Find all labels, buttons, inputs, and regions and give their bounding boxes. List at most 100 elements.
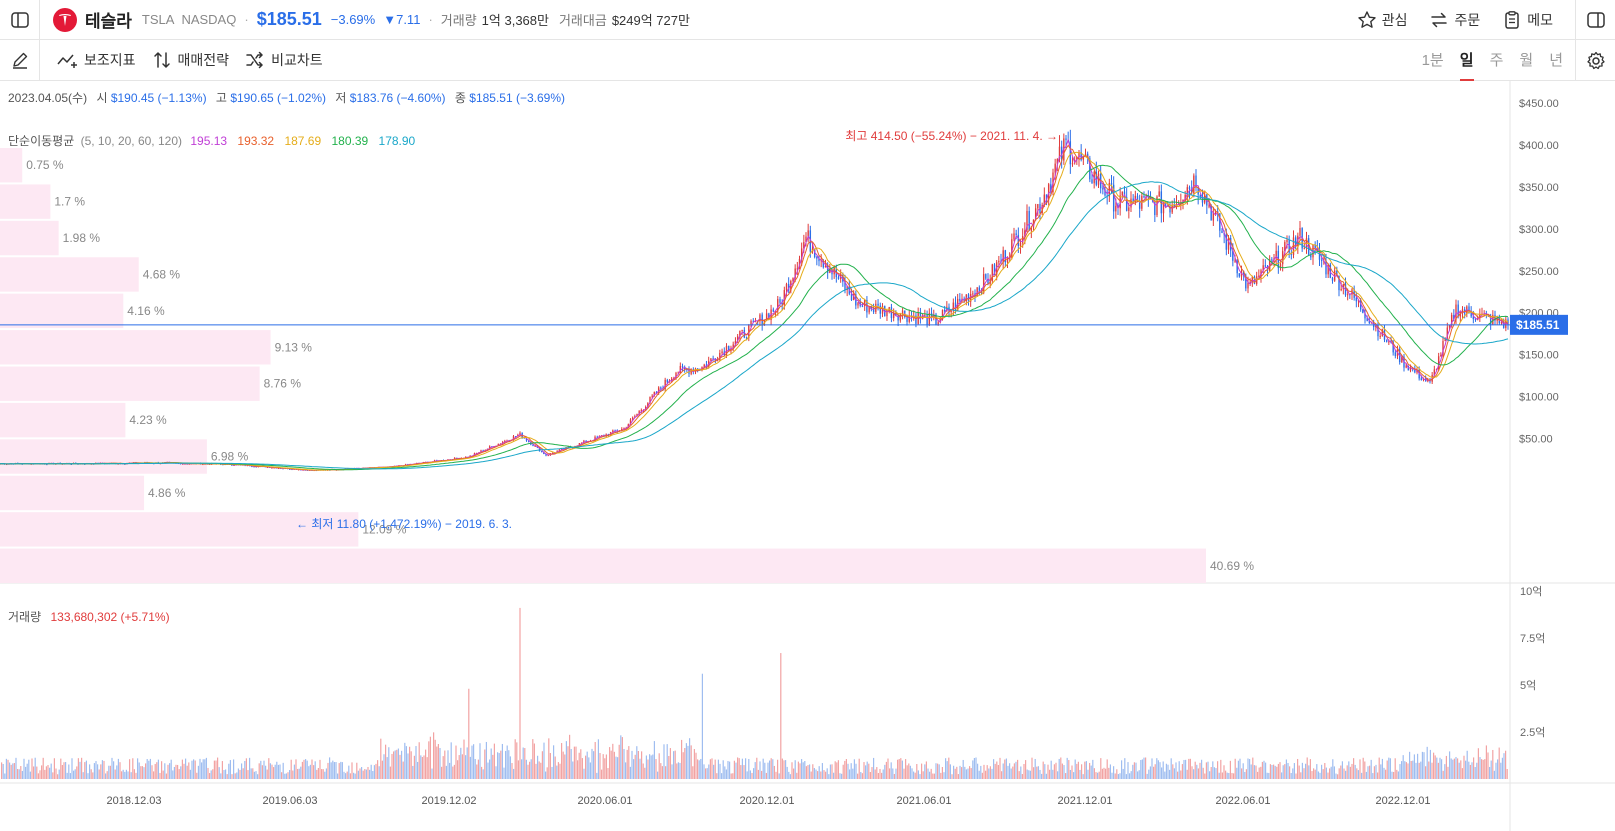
candle-body (1249, 281, 1251, 283)
volume-bar (1325, 767, 1327, 779)
volume-bar (1175, 762, 1177, 779)
volume-bar (761, 770, 763, 779)
candle-body (1262, 265, 1264, 271)
volume-bar (1333, 766, 1335, 779)
volume-bar (732, 773, 734, 779)
volume-bar (308, 766, 310, 779)
volume-bar (807, 765, 809, 779)
volume-bar (765, 772, 767, 779)
candle-body (1505, 319, 1507, 328)
volume-bar (554, 756, 556, 779)
trading-strategy-button[interactable]: 매매전략 (152, 50, 230, 70)
tab-1min[interactable]: 1분 (1421, 52, 1444, 69)
volume-bar (399, 754, 401, 779)
volume-bar (1356, 768, 1358, 779)
volume-bar (884, 764, 886, 779)
volume-bar (519, 607, 521, 779)
volume-bar (93, 763, 95, 779)
candle-body (623, 428, 625, 430)
ohlc-date: 2023.04.05(수) (8, 91, 88, 105)
memo-button[interactable]: 메모 (1502, 10, 1553, 30)
volume-bar (962, 759, 964, 779)
volume-bar (775, 771, 777, 779)
chart-settings-button[interactable] (1575, 40, 1615, 81)
volume-bar (71, 758, 73, 779)
volume-bar (956, 766, 958, 779)
candle-body (1184, 194, 1186, 200)
volume-bar (996, 761, 998, 779)
volume-bar (860, 771, 862, 779)
current-price: $185.51 (256, 9, 322, 29)
volume-bar (1026, 769, 1028, 779)
volume-bar (788, 771, 790, 779)
volume-bar (541, 751, 543, 779)
volume-bar (618, 744, 620, 779)
candle-body (1164, 204, 1167, 206)
price-axis-tick: $250.00 (1519, 266, 1559, 278)
volume-bar (215, 760, 217, 779)
volume-bar (922, 771, 924, 779)
volume-bar (985, 770, 987, 779)
volume-bar (425, 749, 427, 779)
volume-bars (1, 607, 1508, 779)
volume-bar (1229, 760, 1231, 779)
volume-bar (471, 745, 473, 779)
volume-bar (1429, 749, 1431, 779)
candle-body (1108, 182, 1111, 197)
volume-bar (679, 762, 681, 779)
volume-profile-bar (0, 439, 207, 474)
candle-body (681, 365, 684, 368)
candle-body (1002, 250, 1004, 263)
candle-body (527, 440, 530, 442)
candle-body (1310, 254, 1312, 258)
volume-bar (793, 768, 795, 779)
tab-weekly[interactable]: 주 (1489, 52, 1504, 69)
right-panel-toggle-button[interactable] (1575, 0, 1615, 40)
volume-bar (1007, 765, 1009, 779)
moving-average-line (0, 138, 1509, 471)
candle-body (915, 315, 917, 324)
volume-bar (1407, 763, 1409, 779)
volume-bar (255, 771, 257, 779)
volume-bar (490, 748, 492, 779)
candle-body (1050, 184, 1052, 192)
order-button[interactable]: 주문 (1429, 10, 1480, 30)
volume-bar (325, 768, 327, 779)
volume-bar (1372, 773, 1374, 779)
candle-body (1405, 365, 1407, 368)
volume-bar (935, 763, 937, 779)
candle-body (1054, 163, 1056, 173)
volume-bar (1493, 770, 1495, 779)
compare-chart-button[interactable]: 비교차트 (245, 50, 323, 70)
date-axis-tick: 2020.12.01 (739, 795, 794, 807)
volume-bar (1106, 759, 1108, 779)
volume-bar (1181, 764, 1183, 779)
indicators-button[interactable]: 보조지표 (56, 50, 136, 70)
price-chart-area[interactable]: 0.75 % 1.7 % 1.98 % 4.68 % 4.16 % 9.13 % 8.76 … (0, 81, 1615, 831)
sidebar-toggle-button[interactable] (0, 0, 40, 40)
volume-bar (1196, 764, 1198, 779)
tab-daily[interactable]: 일 (1459, 40, 1474, 81)
volume-bar (601, 769, 603, 779)
volume-bar (36, 766, 38, 779)
volume-bar (759, 761, 761, 779)
candle-body (1284, 242, 1286, 252)
candle-body (1375, 325, 1377, 328)
drawing-tool-button[interactable] (0, 39, 40, 81)
volume-bar (1060, 757, 1062, 779)
tab-monthly[interactable]: 월 (1519, 52, 1534, 69)
candle-body (736, 336, 739, 342)
volume-bar (114, 769, 116, 779)
trading-strategy-label: 매매전략 (177, 52, 230, 68)
volume-bar (921, 763, 923, 779)
candle-body (781, 302, 783, 305)
volume-bar (628, 746, 630, 779)
volume-bar (1439, 757, 1441, 779)
price-chart-svg[interactable]: 0.75 % 1.7 % 1.98 % 4.68 % 4.16 % 9.13 % 8.76 … (0, 81, 1615, 831)
volume-bar (661, 766, 663, 779)
volume-bar (121, 771, 123, 779)
watchlist-button[interactable]: 관심 (1357, 10, 1407, 30)
volume-bar (284, 773, 286, 779)
tab-yearly[interactable]: 년 (1549, 52, 1563, 69)
candle-body (1221, 230, 1223, 233)
